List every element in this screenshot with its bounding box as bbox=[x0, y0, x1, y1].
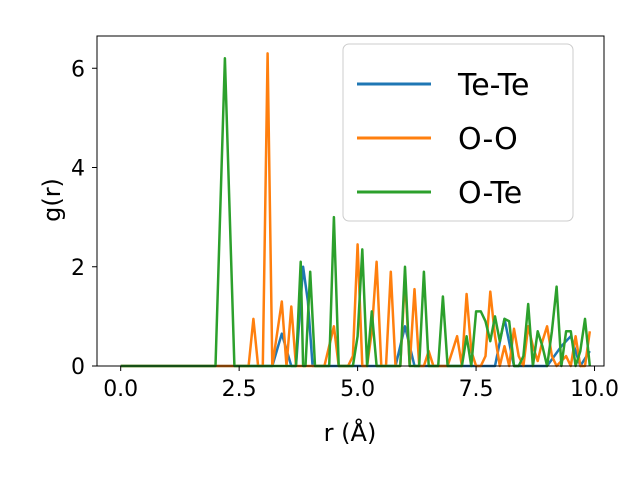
legend-label-o-o: O-O bbox=[458, 122, 518, 157]
legend: Te-Te O-O O-Te bbox=[342, 43, 574, 222]
x-tick-label: 5.0 bbox=[340, 377, 375, 402]
y-tick-label: 4 bbox=[71, 157, 85, 182]
y-tick-label: 0 bbox=[71, 355, 85, 380]
plot-frame bbox=[96, 35, 605, 367]
y-axis: 0 2 4 6 bbox=[71, 57, 97, 380]
y-axis-label: g(r) bbox=[38, 178, 66, 222]
y-tick-label: 6 bbox=[71, 57, 85, 82]
legend-box bbox=[342, 43, 574, 222]
legend-label-o-te: O-Te bbox=[458, 176, 522, 211]
legend-label-te-te: Te-Te bbox=[457, 68, 529, 103]
x-axis-label: r (Å) bbox=[324, 418, 377, 447]
x-axis: 0.0 2.5 5.0 7.5 10.0 bbox=[103, 366, 619, 402]
x-tick-label: 0.0 bbox=[103, 377, 138, 402]
x-tick-label: 2.5 bbox=[222, 377, 257, 402]
x-tick-label: 10.0 bbox=[570, 377, 619, 402]
y-tick-label: 2 bbox=[71, 256, 85, 281]
x-tick-label: 7.5 bbox=[459, 377, 494, 402]
